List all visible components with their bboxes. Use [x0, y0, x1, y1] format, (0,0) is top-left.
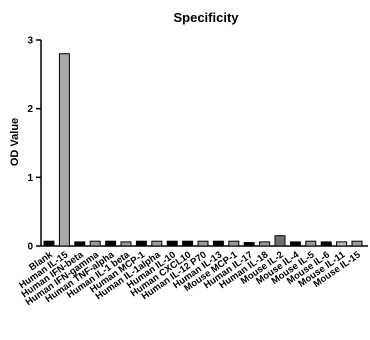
bar: [351, 240, 363, 247]
bar: [43, 240, 55, 247]
bar: [259, 241, 271, 247]
bar: [105, 240, 117, 247]
bar: [320, 241, 332, 247]
bar: [289, 241, 301, 247]
bar: [120, 241, 132, 247]
bar: [58, 53, 70, 247]
bar: [243, 242, 255, 247]
y-tick-label: 1: [27, 173, 33, 184]
y-tick-label: 3: [27, 36, 33, 47]
bar: [74, 241, 86, 247]
bar: [305, 240, 317, 247]
bar: [274, 235, 286, 247]
bar: [166, 240, 178, 247]
bar: [212, 240, 224, 247]
bar: [197, 240, 209, 247]
y-tick-label: 0: [27, 242, 33, 253]
bar: [151, 240, 163, 247]
bar: [89, 240, 101, 247]
y-tick-label: 2: [27, 104, 33, 115]
y-axis-label: OD Value: [9, 118, 21, 166]
bar: [135, 240, 147, 247]
bar: [228, 240, 240, 247]
chart-title: Specificity: [173, 10, 239, 25]
bar: [336, 241, 348, 247]
bar: [182, 240, 194, 247]
